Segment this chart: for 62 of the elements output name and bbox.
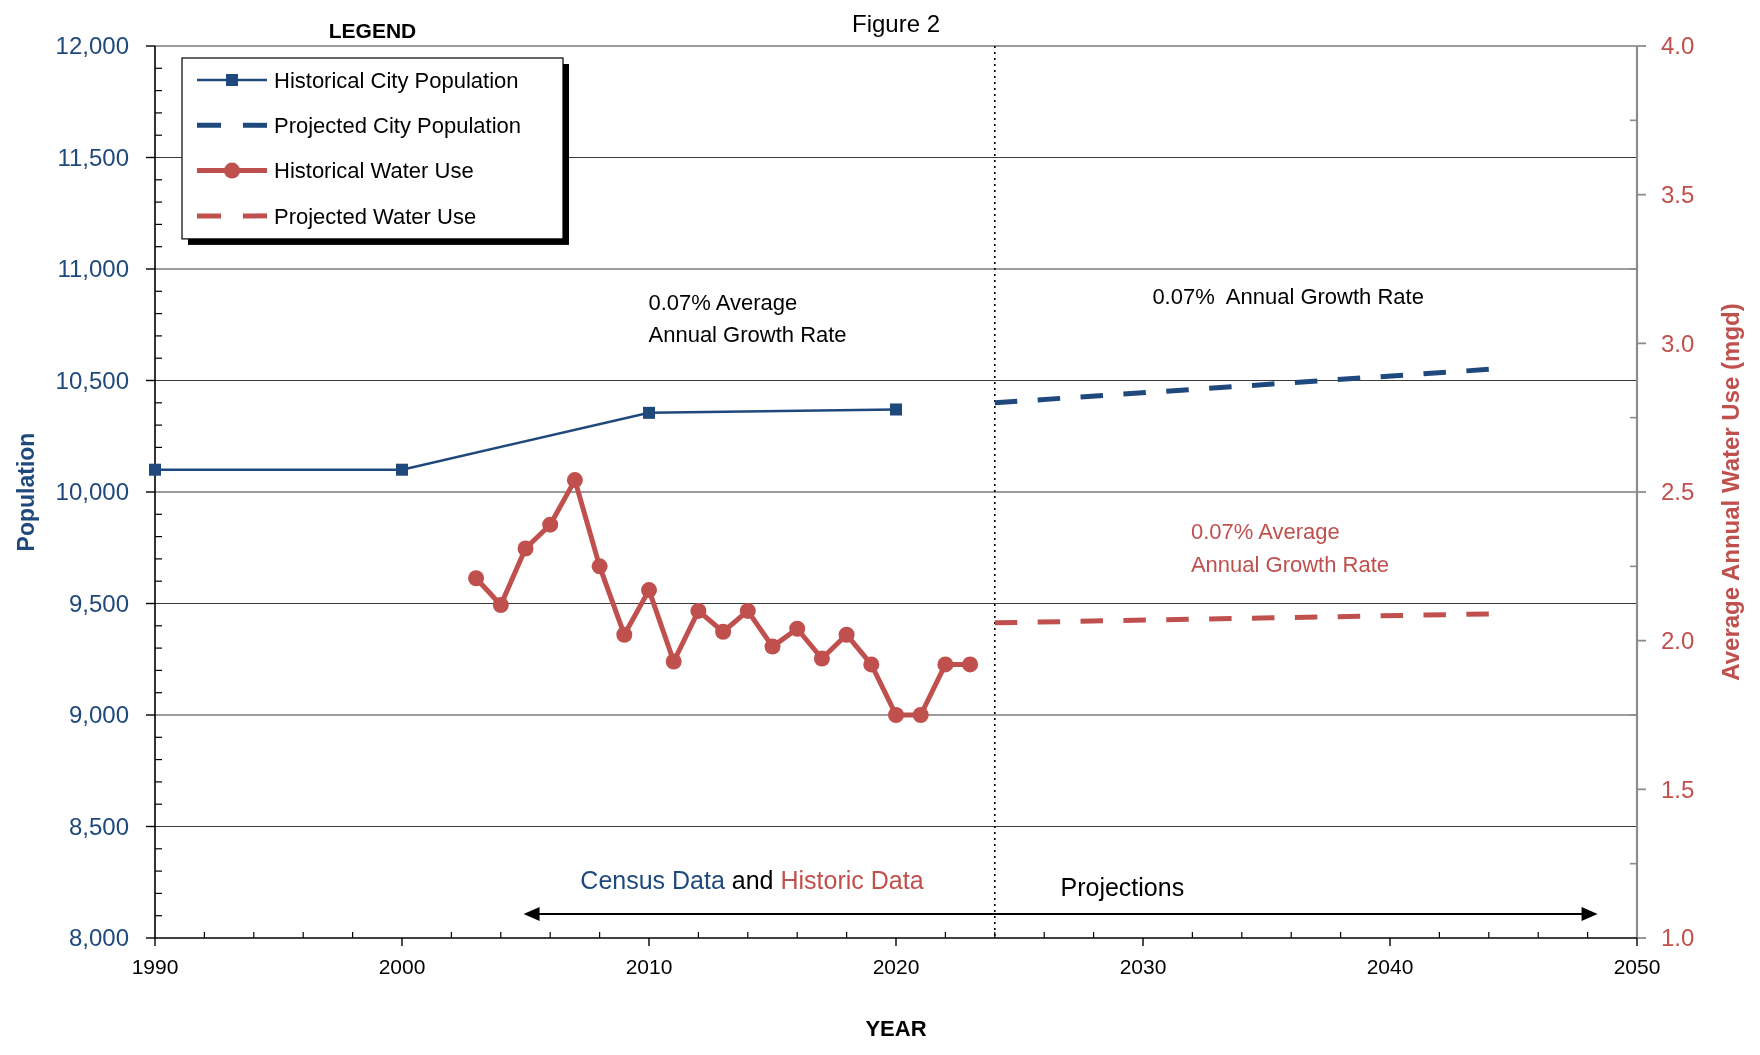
- point: [715, 623, 732, 640]
- y-tick-label: 10,500: [55, 366, 129, 394]
- y2-tick-label: 2.5: [1661, 478, 1695, 506]
- y-tick-label: 10,000: [55, 478, 129, 506]
- point: [542, 516, 559, 533]
- x-tick-label: 2030: [1119, 955, 1167, 978]
- y-tick-label: 9,000: [68, 701, 129, 729]
- point: [149, 463, 161, 476]
- point: [912, 707, 929, 723]
- legend-label: Historical City Population: [274, 67, 519, 93]
- point: [665, 653, 682, 670]
- x-tick-label: 1990: [131, 955, 179, 978]
- legend-label: Historical Water Use: [274, 158, 474, 184]
- y2-tick-label: 3.5: [1661, 181, 1695, 209]
- legend-label: Projected Water Use: [274, 203, 477, 229]
- y2-tick-label: 3.0: [1661, 329, 1695, 357]
- point: [739, 602, 756, 619]
- x-tick-label: 2010: [625, 955, 673, 978]
- annotation: 0.07% Average Annual Growth Rate: [648, 290, 847, 348]
- annotation: 0.07% Average Annual Growth Rate: [1190, 519, 1390, 578]
- point: [838, 626, 855, 643]
- annotation: Census Data and Historic Data: [580, 865, 924, 894]
- x-tick-label: 2020: [872, 955, 920, 978]
- y2-axis-title: Average Annual Water Use (mgd): [1716, 303, 1744, 681]
- point: [591, 558, 608, 575]
- y-tick-label: 12,000: [55, 32, 129, 60]
- point: [890, 403, 902, 416]
- point: [641, 582, 657, 599]
- x-tick-label: 2000: [378, 955, 426, 978]
- x-tick-label: 2040: [1366, 955, 1414, 978]
- point: [690, 602, 707, 619]
- y-tick-label: 11,500: [57, 143, 129, 171]
- point: [789, 620, 806, 637]
- y2-tick-label: 1.5: [1661, 775, 1695, 803]
- y-tick-label: 8,000: [68, 924, 129, 952]
- y2-tick-label: 2.0: [1661, 627, 1695, 655]
- point: [962, 656, 979, 673]
- y2-tick-label: 1.0: [1661, 924, 1695, 952]
- point: [517, 540, 534, 557]
- annotation: 0.07% Annual Growth Rate: [1152, 283, 1424, 309]
- y2-tick-label: 4.0: [1661, 32, 1695, 60]
- x-tick-label: 2050: [1613, 955, 1661, 978]
- point: [813, 650, 830, 667]
- x-axis-title: YEAR: [865, 1016, 927, 1041]
- point: [566, 472, 583, 489]
- point: [764, 638, 781, 655]
- y-tick-label: 9,500: [68, 589, 129, 617]
- annotation: Projections: [1060, 873, 1185, 902]
- legend-label: Projected City Population: [274, 113, 522, 138]
- y-axis-title: Population: [13, 432, 39, 552]
- point: [888, 707, 904, 723]
- point: [616, 626, 633, 643]
- point: [643, 406, 655, 419]
- chart-title: Figure 2: [851, 10, 941, 37]
- point: [492, 596, 509, 613]
- point: [937, 656, 954, 673]
- point: [396, 463, 408, 476]
- y-tick-label: 11,000: [57, 255, 129, 283]
- point: [863, 656, 880, 673]
- y-tick-label: 8,500: [68, 812, 129, 840]
- point: [468, 570, 485, 587]
- legend-title: LEGEND: [328, 19, 417, 42]
